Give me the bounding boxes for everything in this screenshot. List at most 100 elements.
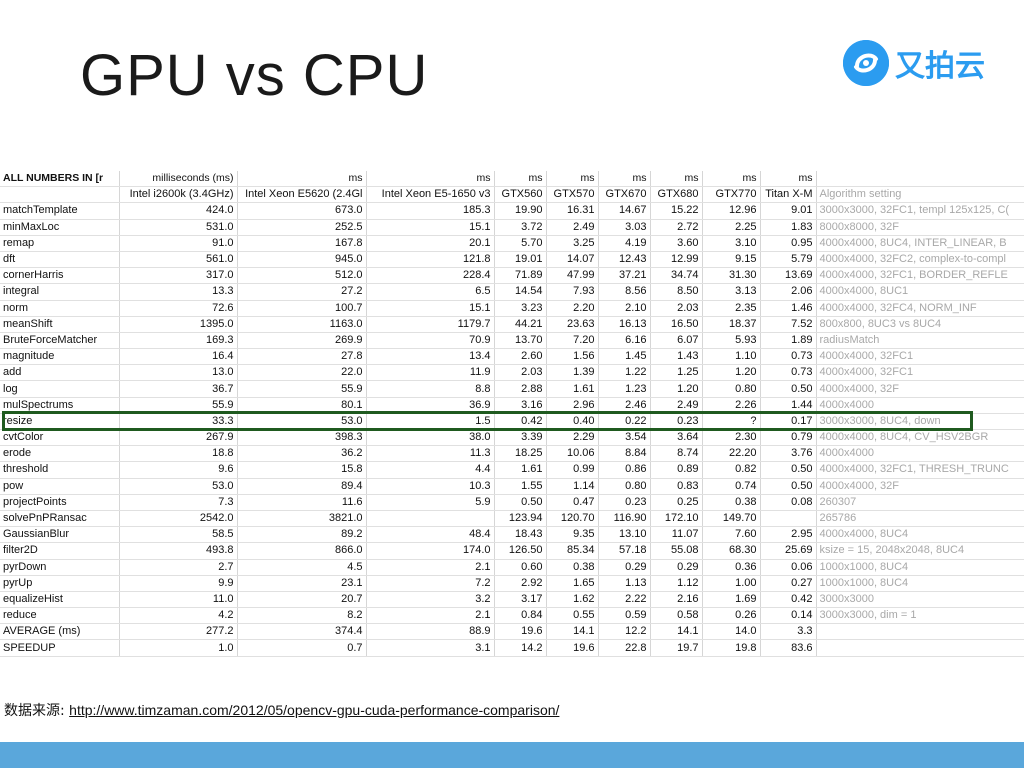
- value-cell[interactable]: 2.03: [650, 300, 703, 317]
- row-label-cell[interactable]: equalizeHist: [0, 591, 120, 609]
- value-cell[interactable]: ms: [237, 171, 367, 188]
- row-label-cell[interactable]: integral: [0, 283, 120, 301]
- value-cell[interactable]: 83.6: [760, 639, 817, 657]
- value-cell[interactable]: 6.07: [650, 332, 703, 350]
- row-label-cell[interactable]: BruteForceMatcher: [0, 332, 120, 350]
- value-cell[interactable]: 16.4: [119, 348, 238, 366]
- value-cell[interactable]: 11.07: [650, 526, 703, 544]
- setting-cell[interactable]: 4000x4000, 8UC1: [816, 283, 1024, 301]
- value-cell[interactable]: 4.19: [598, 235, 651, 252]
- value-cell[interactable]: GTX680: [650, 186, 703, 204]
- row-label-cell[interactable]: pyrDown: [0, 559, 120, 576]
- value-cell[interactable]: 0.50: [760, 380, 817, 398]
- setting-cell[interactable]: 3000x3000, 8UC4, down: [816, 413, 1024, 431]
- value-cell[interactable]: 89.2: [237, 526, 367, 544]
- value-cell[interactable]: 0.14: [760, 607, 817, 625]
- value-cell[interactable]: 2.96: [546, 397, 599, 414]
- row-label-cell[interactable]: minMaxLoc: [0, 219, 120, 236]
- value-cell[interactable]: 11.9: [366, 364, 495, 382]
- value-cell[interactable]: 120.70: [546, 510, 599, 528]
- value-cell[interactable]: 0.59: [598, 607, 651, 625]
- value-cell[interactable]: Intel Xeon E5-1650 v3: [366, 186, 495, 204]
- value-cell[interactable]: 174.0: [366, 542, 495, 560]
- value-cell[interactable]: Titan X-M: [760, 186, 817, 204]
- value-cell[interactable]: 121.8: [366, 251, 495, 269]
- value-cell[interactable]: 20.7: [237, 591, 367, 609]
- value-cell[interactable]: 0.08: [760, 494, 817, 511]
- value-cell[interactable]: 493.8: [119, 542, 238, 560]
- value-cell[interactable]: 27.2: [237, 283, 367, 301]
- setting-cell[interactable]: 4000x4000, 8UC4, CV_HSV2BGR: [816, 429, 1024, 447]
- value-cell[interactable]: 13.10: [598, 526, 651, 544]
- value-cell[interactable]: 7.93: [546, 283, 599, 301]
- value-cell[interactable]: 22.8: [598, 639, 651, 657]
- value-cell[interactable]: 14.1: [546, 623, 599, 641]
- value-cell[interactable]: 31.30: [702, 267, 761, 285]
- value-cell[interactable]: 2.06: [760, 283, 817, 301]
- setting-cell[interactable]: 1000x1000, 8UC4: [816, 559, 1024, 576]
- setting-cell[interactable]: 8000x8000, 32F: [816, 219, 1024, 236]
- value-cell[interactable]: ms: [494, 171, 547, 188]
- value-cell[interactable]: 3.16: [494, 397, 547, 414]
- value-cell[interactable]: 15.22: [650, 202, 703, 220]
- value-cell[interactable]: 18.43: [494, 526, 547, 544]
- value-cell[interactable]: 0.73: [760, 364, 817, 382]
- value-cell[interactable]: 8.56: [598, 283, 651, 301]
- value-cell[interactable]: ms: [760, 171, 817, 188]
- value-cell[interactable]: 23.63: [546, 316, 599, 333]
- value-cell[interactable]: 0.50: [760, 478, 817, 495]
- value-cell[interactable]: ms: [546, 171, 599, 188]
- value-cell[interactable]: 4.4: [366, 461, 495, 479]
- value-cell[interactable]: 15.8: [237, 461, 367, 479]
- value-cell[interactable]: 3.54: [598, 429, 651, 447]
- value-cell[interactable]: 0.7: [237, 639, 367, 657]
- value-cell[interactable]: 1.69: [702, 591, 761, 609]
- value-cell[interactable]: 2.29: [546, 429, 599, 447]
- value-cell[interactable]: 2.30: [702, 429, 761, 447]
- value-cell[interactable]: 3.60: [650, 235, 703, 252]
- value-cell[interactable]: 3.03: [598, 219, 651, 236]
- value-cell[interactable]: 85.34: [546, 542, 599, 560]
- value-cell[interactable]: 8.2: [237, 607, 367, 625]
- value-cell[interactable]: 16.50: [650, 316, 703, 333]
- row-label-cell[interactable]: cvtColor: [0, 429, 120, 447]
- value-cell[interactable]: 0.95: [760, 235, 817, 252]
- value-cell[interactable]: 1.39: [546, 364, 599, 382]
- value-cell[interactable]: 58.5: [119, 526, 238, 544]
- value-cell[interactable]: ms: [598, 171, 651, 188]
- value-cell[interactable]: 0.22: [598, 413, 651, 431]
- value-cell[interactable]: 70.9: [366, 332, 495, 350]
- value-cell[interactable]: 23.1: [237, 575, 367, 592]
- value-cell[interactable]: 0.25: [650, 494, 703, 511]
- value-cell[interactable]: 866.0: [237, 542, 367, 560]
- value-cell[interactable]: 1.65: [546, 575, 599, 592]
- row-label-cell[interactable]: resize: [0, 413, 120, 431]
- value-cell[interactable]: 531.0: [119, 219, 238, 236]
- value-cell[interactable]: 2.22: [598, 591, 651, 609]
- value-cell[interactable]: 1.43: [650, 348, 703, 366]
- setting-cell[interactable]: [816, 171, 1024, 188]
- value-cell[interactable]: 19.01: [494, 251, 547, 269]
- value-cell[interactable]: 0.86: [598, 461, 651, 479]
- value-cell[interactable]: 100.7: [237, 300, 367, 317]
- value-cell[interactable]: 12.2: [598, 623, 651, 641]
- value-cell[interactable]: 13.0: [119, 364, 238, 382]
- value-cell[interactable]: 0.55: [546, 607, 599, 625]
- value-cell[interactable]: 11.3: [366, 445, 495, 463]
- value-cell[interactable]: 2.92: [494, 575, 547, 592]
- setting-cell[interactable]: 4000x4000, 8UC4: [816, 526, 1024, 544]
- value-cell[interactable]: 269.9: [237, 332, 367, 350]
- value-cell[interactable]: 1.45: [598, 348, 651, 366]
- value-cell[interactable]: 14.2: [494, 639, 547, 657]
- value-cell[interactable]: 1.23: [598, 380, 651, 398]
- value-cell[interactable]: 19.6: [494, 623, 547, 641]
- value-cell[interactable]: [760, 510, 817, 528]
- value-cell[interactable]: 8.74: [650, 445, 703, 463]
- value-cell[interactable]: 19.6: [546, 639, 599, 657]
- value-cell[interactable]: 22.20: [702, 445, 761, 463]
- value-cell[interactable]: 0.83: [650, 478, 703, 495]
- value-cell[interactable]: 19.8: [702, 639, 761, 657]
- row-label-cell[interactable]: dft: [0, 251, 120, 269]
- value-cell[interactable]: 9.01: [760, 202, 817, 220]
- value-cell[interactable]: 3.10: [702, 235, 761, 252]
